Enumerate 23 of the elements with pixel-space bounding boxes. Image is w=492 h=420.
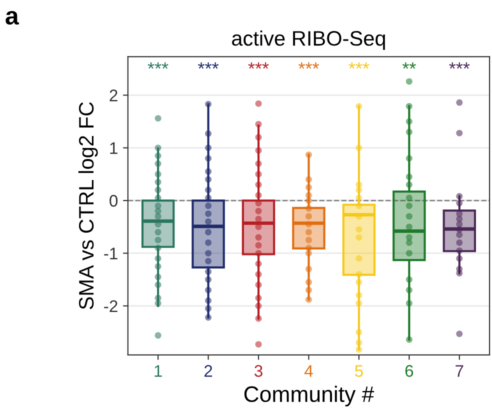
y-axis-title: SMA vs CTRL log2 FC [78, 102, 98, 310]
x-tick-label: 7 [456, 365, 464, 377]
annotation: *** [148, 62, 168, 69]
annotation: *** [248, 62, 269, 69]
x-tick-label: 5 [354, 365, 363, 377]
x-axis-title: Community # [244, 386, 374, 406]
x-tick-label: 3 [254, 365, 262, 377]
y-tick-label: -1 [104, 248, 118, 260]
x-tick-label: 1 [154, 365, 162, 377]
x-tick-label: 2 [204, 365, 212, 377]
chart-title: active RIBO-Seq [232, 30, 385, 50]
y-tick-label: 0 [110, 194, 118, 207]
y-tick-label: -2 [104, 300, 118, 312]
annotation: *** [298, 62, 319, 69]
annotation: *** [348, 62, 370, 69]
x-tick-label: 4 [304, 365, 313, 377]
y-tick-label: 2 [110, 90, 118, 102]
annotation: *** [198, 62, 219, 69]
x-tick-label: 6 [405, 365, 414, 377]
annotation: *** [449, 62, 470, 69]
text: a [6, 10, 19, 25]
y-tick-label: 1 [110, 142, 118, 154]
annotation: ** [402, 62, 416, 69]
